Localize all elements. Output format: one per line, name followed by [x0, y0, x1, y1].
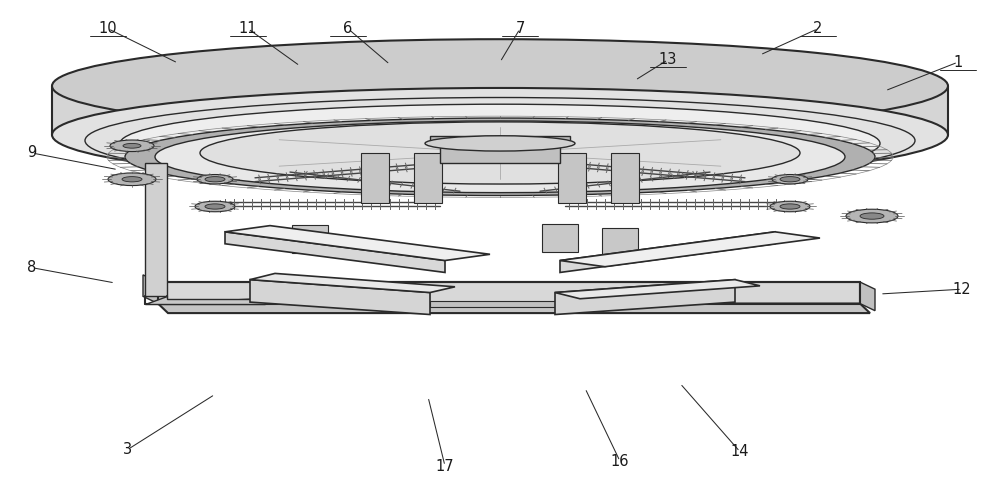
Ellipse shape [772, 174, 808, 184]
Polygon shape [440, 143, 560, 163]
Text: 6: 6 [343, 21, 353, 36]
Polygon shape [611, 153, 639, 203]
Text: 8: 8 [27, 260, 37, 275]
Polygon shape [602, 228, 638, 257]
Text: 12: 12 [953, 282, 971, 297]
Ellipse shape [195, 201, 235, 212]
Polygon shape [250, 273, 455, 293]
Text: 7: 7 [515, 21, 525, 36]
Text: 1: 1 [953, 54, 963, 70]
Polygon shape [860, 282, 875, 311]
Polygon shape [560, 232, 775, 272]
Ellipse shape [780, 204, 800, 209]
Polygon shape [430, 301, 555, 307]
Text: 11: 11 [239, 21, 257, 36]
Ellipse shape [205, 177, 225, 182]
Polygon shape [542, 224, 578, 252]
Polygon shape [225, 226, 490, 261]
Ellipse shape [120, 104, 880, 183]
Text: 2: 2 [813, 21, 823, 36]
Polygon shape [158, 304, 870, 313]
Ellipse shape [770, 201, 810, 212]
Polygon shape [558, 153, 586, 203]
Polygon shape [560, 232, 820, 267]
Ellipse shape [85, 98, 915, 184]
Polygon shape [143, 275, 158, 304]
Ellipse shape [123, 143, 141, 148]
Polygon shape [414, 153, 442, 203]
Text: 9: 9 [27, 145, 37, 161]
Ellipse shape [155, 121, 845, 193]
Text: 10: 10 [99, 21, 117, 36]
Polygon shape [555, 280, 735, 315]
Polygon shape [52, 86, 948, 135]
Ellipse shape [846, 209, 898, 223]
Ellipse shape [52, 39, 948, 133]
Ellipse shape [197, 174, 233, 184]
Text: 17: 17 [436, 458, 454, 474]
Polygon shape [430, 136, 570, 144]
Ellipse shape [425, 136, 575, 151]
Ellipse shape [110, 140, 154, 152]
Polygon shape [145, 163, 167, 296]
Polygon shape [292, 225, 328, 253]
Polygon shape [158, 282, 860, 304]
Polygon shape [145, 296, 265, 304]
Ellipse shape [122, 177, 142, 182]
Ellipse shape [860, 213, 884, 219]
Ellipse shape [200, 122, 800, 184]
Polygon shape [225, 232, 445, 272]
Ellipse shape [205, 204, 225, 209]
Ellipse shape [125, 118, 875, 196]
Polygon shape [555, 280, 760, 299]
Text: 14: 14 [731, 444, 749, 459]
Text: 3: 3 [123, 442, 133, 457]
Polygon shape [361, 153, 389, 203]
Text: 16: 16 [611, 454, 629, 469]
Ellipse shape [780, 177, 800, 182]
Text: 13: 13 [659, 52, 677, 67]
Polygon shape [250, 280, 430, 315]
Ellipse shape [108, 173, 156, 185]
Ellipse shape [52, 88, 948, 182]
